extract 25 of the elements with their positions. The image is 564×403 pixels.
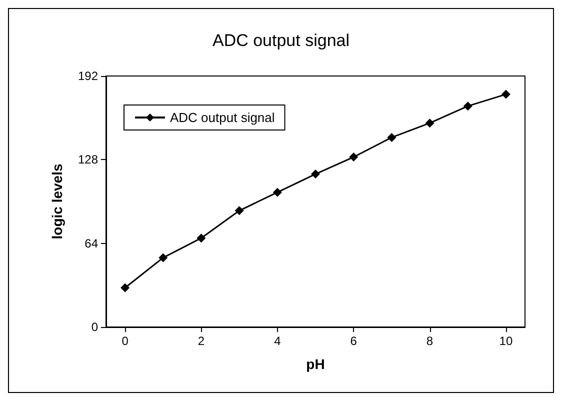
x-axis-title: pH	[306, 356, 325, 372]
legend-label: ADC output signal	[170, 110, 275, 125]
point	[120, 283, 130, 292]
chart-title: ADC output signal	[212, 31, 350, 50]
x-tick-label: 6	[350, 334, 358, 348]
x-tick-label: 10	[499, 334, 513, 348]
point	[501, 90, 510, 99]
y-tick-label: 128	[78, 152, 98, 167]
y-tick-label: 64	[84, 236, 98, 250]
x-tick-label: 0	[122, 334, 129, 348]
x-tick-label: 4	[274, 334, 282, 348]
point	[425, 118, 434, 128]
point	[311, 170, 320, 179]
y-axis-title: logic levels	[49, 164, 65, 240]
point	[196, 234, 206, 243]
point	[234, 206, 244, 216]
x-tick-label: 2	[198, 334, 205, 348]
x-tick-label: 8	[426, 334, 434, 348]
point	[463, 102, 472, 111]
y-tick-label: 0	[91, 320, 98, 334]
point	[349, 152, 358, 162]
point	[272, 188, 282, 197]
point	[387, 132, 396, 142]
point	[158, 253, 168, 262]
y-tick-label: 192	[78, 69, 98, 83]
